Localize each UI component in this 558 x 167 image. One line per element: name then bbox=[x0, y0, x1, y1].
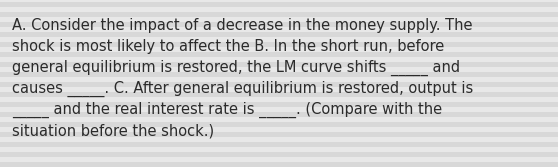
Text: A. Consider the impact of a decrease in the money supply. The: A. Consider the impact of a decrease in … bbox=[12, 18, 473, 33]
Bar bbox=[0, 162, 558, 167]
Bar bbox=[0, 107, 558, 112]
Bar bbox=[0, 52, 558, 57]
Bar bbox=[0, 97, 558, 102]
Bar bbox=[0, 62, 558, 67]
Bar bbox=[0, 102, 558, 107]
Bar bbox=[0, 92, 558, 97]
Bar bbox=[0, 112, 558, 117]
Bar bbox=[0, 0, 558, 2]
Bar bbox=[0, 67, 558, 72]
Text: _____ and the real interest rate is _____. (Compare with the: _____ and the real interest rate is ____… bbox=[12, 102, 442, 118]
Bar bbox=[0, 87, 558, 92]
Bar bbox=[0, 32, 558, 37]
Bar bbox=[0, 132, 558, 137]
Bar bbox=[0, 122, 558, 127]
Bar bbox=[0, 157, 558, 162]
Bar bbox=[0, 27, 558, 32]
Bar bbox=[0, 22, 558, 27]
Bar bbox=[0, 17, 558, 22]
Text: situation before the shock.): situation before the shock.) bbox=[12, 123, 214, 138]
Bar bbox=[0, 42, 558, 47]
Bar bbox=[0, 127, 558, 132]
Bar bbox=[0, 137, 558, 142]
Text: general equilibrium is restored, the LM curve shifts _____ and: general equilibrium is restored, the LM … bbox=[12, 60, 460, 76]
Bar bbox=[0, 12, 558, 17]
Text: shock is most likely to affect the B. In the short run, before: shock is most likely to affect the B. In… bbox=[12, 39, 444, 54]
Bar bbox=[0, 7, 558, 12]
Bar bbox=[0, 2, 558, 7]
Bar bbox=[0, 147, 558, 152]
Bar bbox=[0, 82, 558, 87]
Bar bbox=[0, 47, 558, 52]
Bar bbox=[0, 117, 558, 122]
Bar bbox=[0, 57, 558, 62]
Bar bbox=[0, 77, 558, 82]
Text: causes _____. C. After general equilibrium is restored, output is: causes _____. C. After general equilibri… bbox=[12, 81, 473, 97]
Bar bbox=[0, 152, 558, 157]
Bar bbox=[0, 72, 558, 77]
Bar bbox=[0, 37, 558, 42]
Bar bbox=[0, 142, 558, 147]
